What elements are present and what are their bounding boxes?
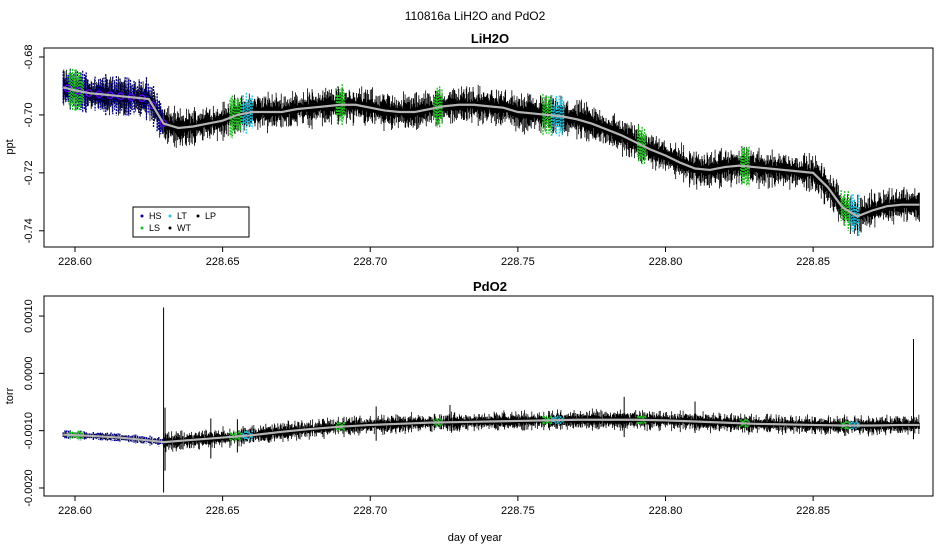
x-tick-label: 228.65 [206, 505, 240, 517]
legend: HS LS LT WT LP [132, 206, 250, 238]
x-axis-pdo2: 228.60 228.65 228.70 228.75 228.80 228.85 [58, 496, 830, 517]
x-tick-label: 228.60 [58, 256, 92, 268]
y-axis-pdo2: 0.0010 0.0000 -0.0010 -0.0020 [23, 299, 44, 507]
y-tick-label: 0.0010 [23, 299, 35, 333]
legend-box [132, 206, 250, 238]
x-tick-label: 228.70 [353, 256, 387, 268]
legend-marker-ls [140, 226, 144, 230]
data-layer-lih2o [62, 68, 920, 237]
hs-point [148, 101, 157, 110]
legend-label-lt: LT [177, 211, 187, 221]
y-tick-label: 0.0000 [23, 357, 35, 391]
x-tick-label: 228.70 [353, 505, 387, 517]
x-tick-label: 228.80 [649, 256, 683, 268]
legend-marker-lt [168, 214, 172, 218]
panel-pdo2: PdO2 torr 228.60 228.65 228.70 228.75 228.80… [4, 279, 934, 517]
figure-title: 110816a LiH2O and PdO2 [405, 9, 546, 23]
plot-frame-lih2o [43, 47, 934, 248]
panel-lih2o: LiH2O ppt 228.60 228.65 228.70 228.75 228.80… [4, 31, 934, 268]
hs-point [159, 119, 168, 127]
ls-markers [68, 68, 851, 231]
y-tick-label: -0.0010 [23, 412, 35, 449]
legend-label-lp: LP [205, 211, 216, 221]
plot-frame-pdo2 [43, 295, 934, 497]
y-axis-lih2o: -0.68 -0.70 -0.72 -0.74 [23, 44, 44, 243]
data-layer-pdo2 [62, 307, 920, 493]
smoothed-line [63, 418, 920, 444]
smoothed-line [62, 86, 920, 218]
y-tick-label: -0.74 [23, 218, 35, 243]
y-axis-label-pdo2: torr [4, 387, 16, 404]
legend-marker-hs [140, 214, 144, 218]
y-axis-label-lih2o: ppt [4, 139, 16, 154]
x-tick-label: 228.65 [206, 256, 240, 268]
y-tick-label: -0.72 [23, 160, 35, 185]
panel-title-lih2o: LiH2O [471, 31, 509, 46]
legend-label-ls: LS [149, 223, 160, 233]
x-axis-label: day of year [448, 532, 503, 544]
panel-title-pdo2: PdO2 [473, 279, 507, 294]
x-tick-label: 228.80 [649, 505, 683, 517]
y-tick-label: -0.0020 [23, 469, 35, 506]
legend-marker-lp [196, 214, 200, 218]
raw-trace [62, 408, 920, 453]
y-tick-label: -0.68 [23, 44, 35, 69]
x-tick-label: 228.85 [796, 505, 830, 517]
legend-label-hs: HS [149, 211, 162, 221]
x-tick-label: 228.85 [796, 256, 830, 268]
x-tick-label: 228.75 [501, 505, 535, 517]
legend-marker-wt [168, 226, 172, 230]
x-tick-label: 228.60 [58, 505, 92, 517]
x-axis-lih2o: 228.60 228.65 228.70 228.75 228.80 228.85 [58, 247, 830, 268]
legend-label-wt: WT [177, 223, 191, 233]
y-tick-label: -0.70 [23, 102, 35, 127]
x-tick-label: 228.75 [501, 256, 535, 268]
